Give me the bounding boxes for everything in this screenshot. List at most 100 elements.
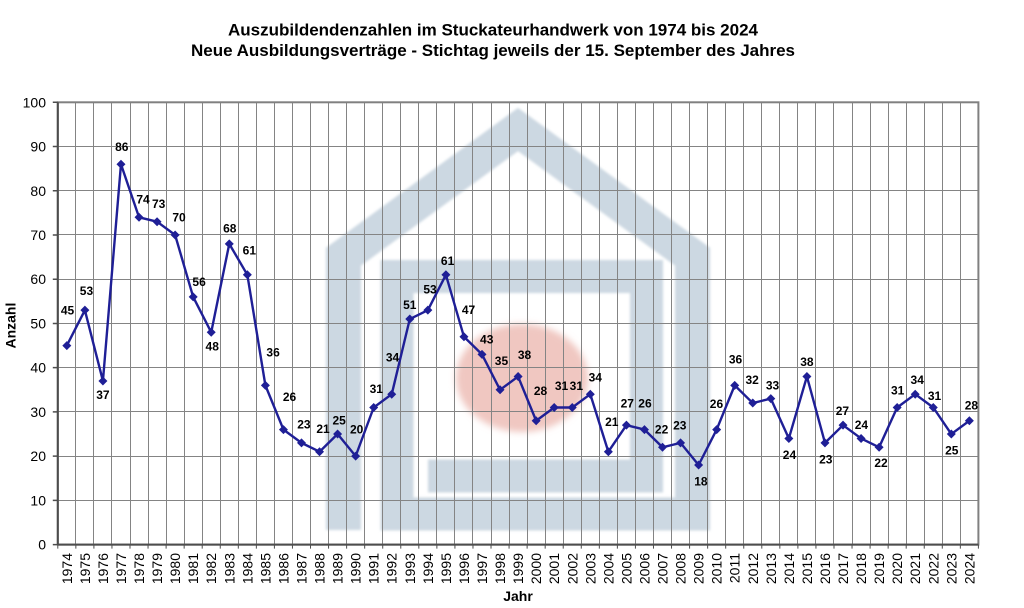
svg-text:1981: 1981 (185, 553, 201, 584)
svg-text:25: 25 (945, 443, 959, 457)
svg-text:70: 70 (30, 227, 46, 243)
svg-text:36: 36 (266, 346, 280, 360)
svg-text:1990: 1990 (348, 553, 364, 584)
svg-text:10: 10 (30, 492, 46, 508)
svg-text:43: 43 (480, 333, 494, 347)
svg-text:1979: 1979 (149, 553, 165, 584)
svg-text:2005: 2005 (618, 553, 634, 584)
svg-text:47: 47 (462, 303, 476, 317)
svg-text:53: 53 (80, 284, 94, 298)
svg-text:Neue Ausbildungsverträge - Sti: Neue Ausbildungsverträge - Stichtag jewe… (191, 41, 795, 60)
svg-text:2013: 2013 (763, 553, 779, 584)
svg-text:Auszubildendenzahlen im Stucka: Auszubildendenzahlen im Stuckateurhandwe… (228, 21, 759, 40)
svg-text:53: 53 (423, 283, 437, 297)
svg-text:36: 36 (729, 353, 743, 367)
svg-text:2002: 2002 (564, 553, 580, 584)
svg-text:31: 31 (891, 383, 905, 397)
svg-text:2009: 2009 (691, 553, 707, 584)
svg-text:27: 27 (836, 404, 850, 418)
svg-text:26: 26 (710, 397, 724, 411)
svg-text:21: 21 (605, 415, 619, 429)
svg-text:2021: 2021 (907, 553, 923, 584)
svg-text:2020: 2020 (889, 553, 905, 584)
svg-text:Anzahl: Anzahl (3, 303, 19, 349)
svg-text:1989: 1989 (330, 553, 346, 584)
svg-text:1998: 1998 (492, 553, 508, 584)
svg-text:1994: 1994 (420, 553, 436, 584)
svg-text:56: 56 (192, 275, 206, 289)
svg-text:20: 20 (350, 423, 364, 437)
svg-text:1996: 1996 (456, 553, 472, 584)
svg-text:1995: 1995 (438, 553, 454, 584)
svg-text:2000: 2000 (528, 553, 544, 584)
svg-text:2012: 2012 (745, 553, 761, 584)
svg-text:1975: 1975 (77, 553, 93, 584)
svg-text:1978: 1978 (131, 553, 147, 584)
svg-text:23: 23 (673, 418, 687, 432)
svg-text:34: 34 (911, 373, 925, 387)
svg-text:2001: 2001 (546, 553, 562, 584)
svg-text:1974: 1974 (59, 553, 75, 584)
svg-text:1977: 1977 (113, 553, 129, 584)
svg-text:1984: 1984 (239, 553, 255, 584)
svg-text:24: 24 (783, 448, 797, 462)
svg-text:2007: 2007 (655, 553, 671, 584)
svg-text:26: 26 (638, 397, 652, 411)
svg-text:100: 100 (23, 94, 47, 110)
svg-text:1999: 1999 (510, 553, 526, 584)
svg-text:32: 32 (745, 373, 759, 387)
svg-text:86: 86 (115, 140, 129, 154)
svg-text:2023: 2023 (943, 553, 959, 584)
svg-text:1983: 1983 (221, 553, 237, 584)
svg-text:27: 27 (621, 396, 635, 410)
svg-text:50: 50 (30, 316, 46, 332)
svg-text:2008: 2008 (673, 553, 689, 584)
svg-text:1976: 1976 (95, 553, 111, 584)
svg-text:21: 21 (316, 422, 330, 436)
svg-text:2010: 2010 (709, 553, 725, 584)
svg-text:1991: 1991 (366, 553, 382, 584)
svg-text:2004: 2004 (600, 553, 616, 584)
svg-text:1985: 1985 (257, 553, 273, 584)
svg-text:2015: 2015 (799, 553, 815, 584)
svg-text:1992: 1992 (384, 553, 400, 584)
svg-text:38: 38 (800, 355, 814, 369)
svg-text:28: 28 (534, 384, 548, 398)
svg-text:2011: 2011 (727, 553, 743, 583)
svg-text:30: 30 (30, 404, 46, 420)
svg-text:2017: 2017 (835, 553, 851, 584)
svg-text:2014: 2014 (781, 553, 797, 584)
svg-text:60: 60 (30, 271, 46, 287)
svg-text:23: 23 (819, 452, 833, 466)
svg-text:2022: 2022 (925, 553, 941, 584)
svg-text:28: 28 (965, 398, 979, 412)
svg-text:1982: 1982 (203, 553, 219, 584)
svg-text:31: 31 (370, 382, 384, 396)
svg-text:48: 48 (206, 340, 220, 354)
svg-text:2018: 2018 (853, 553, 869, 584)
svg-text:0: 0 (38, 537, 46, 553)
svg-text:31: 31 (928, 389, 942, 403)
svg-text:1988: 1988 (312, 553, 328, 584)
svg-text:1986: 1986 (275, 553, 291, 584)
svg-text:20: 20 (30, 448, 46, 464)
svg-text:23: 23 (297, 417, 311, 431)
svg-text:45: 45 (61, 303, 75, 317)
svg-text:2024: 2024 (961, 553, 977, 584)
svg-text:31: 31 (555, 379, 569, 393)
svg-text:40: 40 (30, 360, 46, 376)
svg-text:1997: 1997 (474, 553, 490, 584)
svg-text:73: 73 (152, 197, 166, 211)
svg-text:34: 34 (386, 351, 400, 365)
svg-text:2006: 2006 (636, 553, 652, 584)
svg-text:22: 22 (874, 456, 888, 470)
svg-text:26: 26 (283, 390, 297, 404)
svg-text:70: 70 (172, 211, 186, 225)
svg-text:33: 33 (766, 379, 780, 393)
svg-text:68: 68 (223, 222, 237, 236)
svg-text:80: 80 (30, 183, 46, 199)
svg-text:37: 37 (96, 388, 110, 402)
svg-text:35: 35 (495, 354, 509, 368)
svg-text:18: 18 (694, 474, 708, 488)
svg-text:24: 24 (855, 418, 869, 432)
